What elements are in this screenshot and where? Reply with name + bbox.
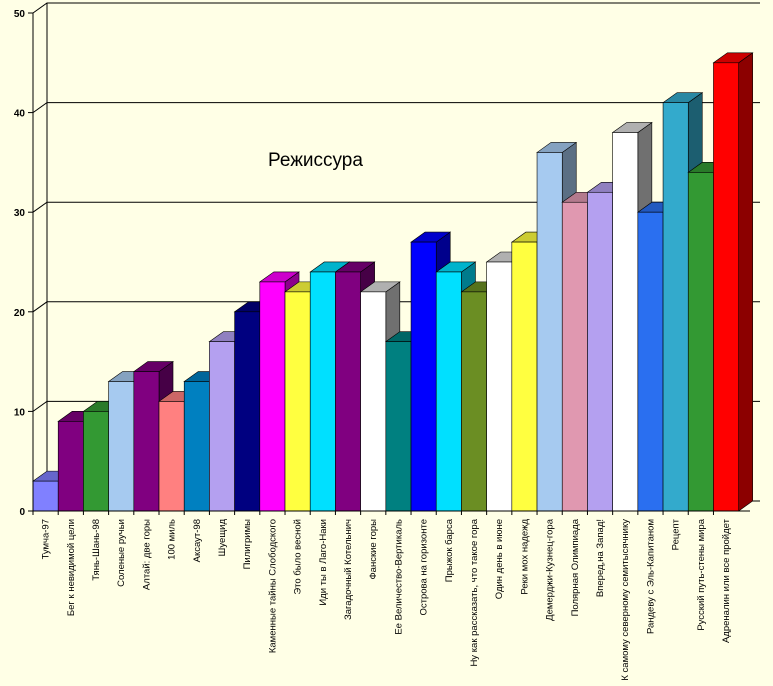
axis-layer: 0 10 20 30 40 50 Тумча-97 Бег к невидимой цели Т… <box>14 9 750 681</box>
bar-front <box>259 281 286 512</box>
category-label: Рандеву с Эль-Капитаном <box>645 519 656 634</box>
bar-front <box>284 291 311 512</box>
bar-front <box>209 341 235 512</box>
bar-front <box>360 291 387 512</box>
bar-front <box>410 241 437 512</box>
category-label: Иди ты в Лаго-Наки <box>318 519 329 606</box>
bar-front <box>561 201 588 512</box>
category-label: Адреналин или все пройдет <box>721 518 732 643</box>
gridline <box>32 2 760 14</box>
bar-front <box>83 411 109 512</box>
bar-front <box>234 311 261 512</box>
bar-front <box>461 291 487 512</box>
category-label: Бег к невидимой цели <box>66 519 77 616</box>
category-label: 100 миль <box>167 519 178 560</box>
bar-front <box>133 371 160 512</box>
bar-front <box>713 62 739 512</box>
bar-front <box>32 480 59 512</box>
bar <box>712 52 754 512</box>
category-label: Острова на горизонте <box>419 519 430 616</box>
category-label: Тянь-Шань-98 <box>91 519 102 581</box>
category-label: Каменные тайны Слободского <box>267 519 278 653</box>
bar-front <box>687 172 714 512</box>
bar-side <box>738 52 753 512</box>
gridline <box>32 201 760 213</box>
back-wall-edge <box>32 3 48 512</box>
bar-front <box>536 152 563 512</box>
category-label: Аксаут-98 <box>192 519 203 562</box>
category-label: Ее Величество-Вертикаль <box>393 519 404 635</box>
bar-front <box>309 271 336 512</box>
category-label: Демерджи-Кузнец-гора <box>545 518 556 621</box>
y-tick-label: 0 <box>19 507 25 518</box>
bar-front <box>662 102 689 512</box>
category-label: Русский путь-стены мира <box>696 518 707 630</box>
bar-front <box>158 401 185 512</box>
bars-layer <box>32 52 754 512</box>
category-label: Загадочный Котельнич <box>343 519 354 620</box>
category-label: Алтай: две горы <box>141 519 152 590</box>
bar-front <box>612 132 639 512</box>
bar-front <box>587 191 613 512</box>
y-tick-label: 40 <box>14 109 26 120</box>
bar-front <box>637 211 664 512</box>
category-label: Ну как рассказать, что такое гора <box>469 518 480 666</box>
bar-front <box>385 341 412 512</box>
category-label: Прыжок барса <box>444 518 455 582</box>
y-tick-label: 20 <box>14 308 26 319</box>
category-label: Фанские горы <box>368 519 379 580</box>
gridline <box>32 102 760 114</box>
category-label: Один день в июне <box>494 519 505 599</box>
category-label: Шуещид <box>217 519 228 557</box>
category-label: Реки мох надежд <box>519 519 530 595</box>
category-label: Вперед,на Запад! <box>595 519 606 597</box>
bar-front <box>511 241 538 512</box>
category-label: Рецепт <box>671 518 682 550</box>
bar-front <box>108 381 135 512</box>
category-label: Тумча-97 <box>41 519 52 559</box>
bar-front <box>486 261 513 512</box>
bar-front <box>183 381 210 512</box>
chart-title: Режиссура <box>268 150 363 171</box>
bar-front <box>57 421 84 512</box>
category-label: К самому северному семитысячнику <box>620 519 631 681</box>
bar-front <box>335 271 361 512</box>
category-label: Пилигримы <box>242 519 253 570</box>
category-label: Полярная Олимпиада <box>570 518 581 616</box>
y-tick-label: 50 <box>14 9 26 20</box>
bar-front <box>435 271 462 512</box>
y-tick-label: 30 <box>14 208 26 219</box>
category-label: Это было весной <box>293 519 304 595</box>
category-label: Соленые ручьи <box>116 519 127 587</box>
y-tick-label: 10 <box>14 407 26 418</box>
